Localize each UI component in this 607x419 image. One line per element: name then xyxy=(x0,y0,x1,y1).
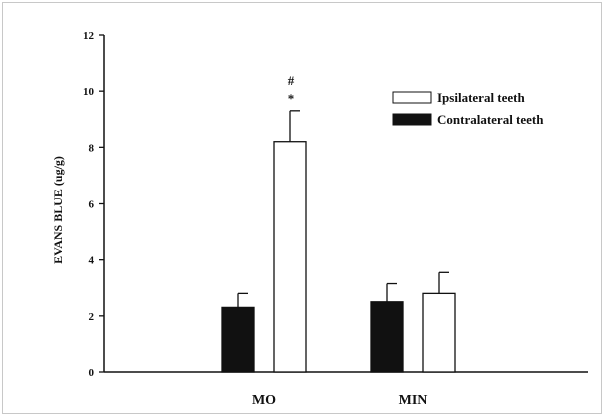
legend-swatch xyxy=(392,113,432,126)
category-labels: MO MIN xyxy=(252,393,427,408)
y-tick-label: 10 xyxy=(83,86,95,98)
y-tick-label: 0 xyxy=(89,367,95,379)
y-tick-label: 8 xyxy=(89,142,95,154)
significance-mark: # xyxy=(288,73,295,88)
category-label: MIN xyxy=(399,393,428,408)
significance-mark: * xyxy=(288,91,295,106)
legend: Ipsilateral teeth Contralateral teeth xyxy=(392,90,544,127)
legend-swatch xyxy=(392,91,432,104)
category-label: MO xyxy=(252,393,276,408)
y-ticks: 0 2 4 6 8 10 12 xyxy=(83,30,104,379)
y-tick-label: 4 xyxy=(89,255,95,267)
bar-ipsilateral-teeth-mo xyxy=(273,141,307,373)
bar-contralateral-teeth-mo xyxy=(221,306,255,373)
axes xyxy=(103,35,588,373)
y-tick-label: 12 xyxy=(83,30,95,42)
bars: #* xyxy=(221,73,456,373)
bar-ipsilateral-teeth-min xyxy=(422,292,456,373)
legend-label: Contralateral teeth xyxy=(437,112,544,127)
bar-contralateral-teeth-min xyxy=(370,301,404,373)
y-tick-label: 6 xyxy=(89,199,95,211)
y-axis-title: EVANS BLUE (ug/g) xyxy=(51,156,65,264)
legend-label: Ipsilateral teeth xyxy=(437,90,526,105)
y-tick-label: 2 xyxy=(89,311,95,323)
